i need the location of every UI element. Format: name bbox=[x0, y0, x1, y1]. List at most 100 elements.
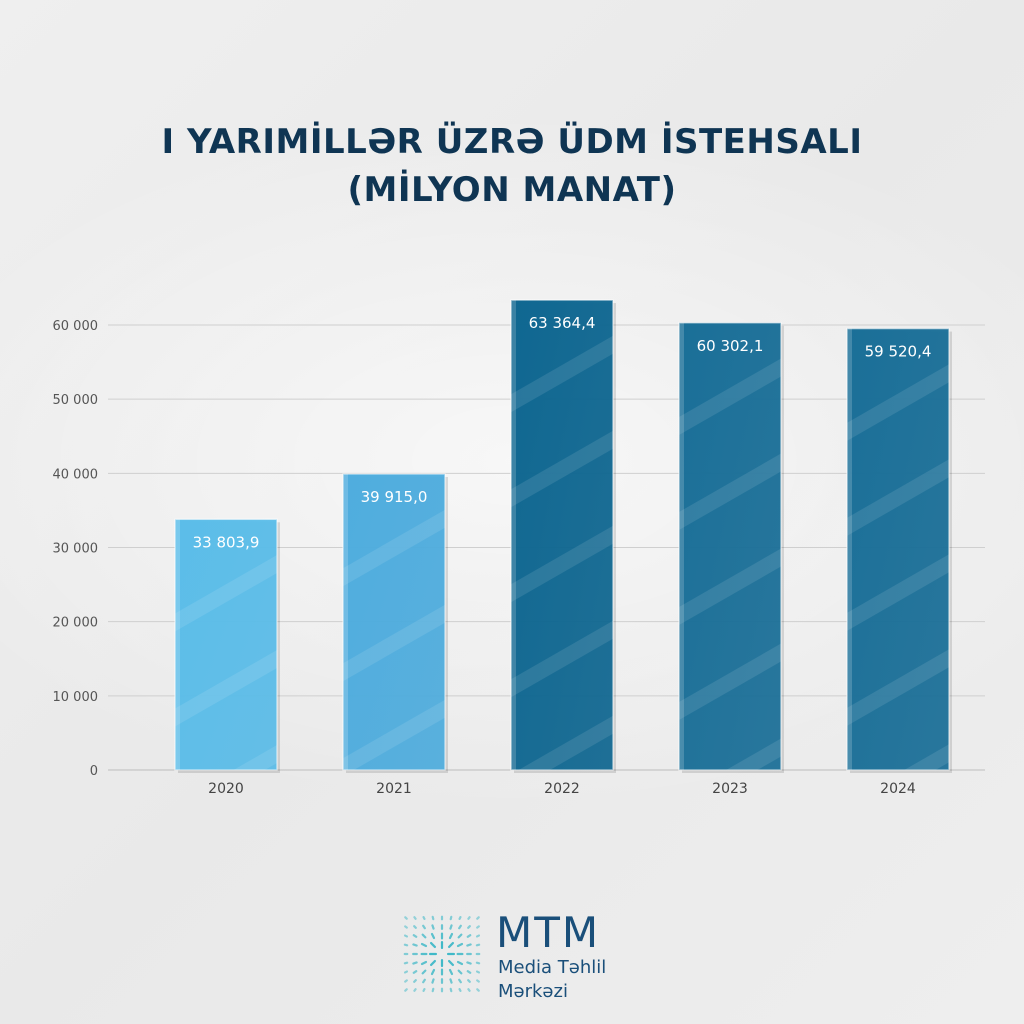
logo-mark-icon bbox=[403, 915, 481, 993]
logo-dash bbox=[457, 933, 463, 939]
logo-dash bbox=[412, 970, 418, 974]
logo-dash bbox=[449, 924, 453, 930]
logo-dash bbox=[458, 924, 462, 930]
data-label: 39 915,0 bbox=[361, 488, 428, 506]
logo-dash bbox=[467, 988, 471, 992]
logo-dash bbox=[421, 969, 427, 975]
logo-dash bbox=[476, 934, 480, 938]
logo-dash bbox=[466, 970, 472, 974]
bar-gloss bbox=[511, 300, 613, 770]
bar-group: 60 302,1 2023 bbox=[678, 322, 784, 797]
logo-dash bbox=[466, 943, 472, 947]
logo-dash bbox=[476, 988, 480, 992]
x-tick-label: 2022 bbox=[544, 781, 580, 797]
logo-dash bbox=[466, 961, 472, 965]
logo-dash bbox=[458, 978, 462, 984]
x-tick-label: 2020 bbox=[208, 781, 244, 797]
logo-dash bbox=[467, 979, 471, 983]
logo-subtitle-line2: Mərkəzi bbox=[498, 981, 568, 1002]
logo-dash bbox=[476, 970, 480, 974]
logo-dash bbox=[412, 961, 418, 965]
bar bbox=[510, 299, 614, 771]
logo-dash bbox=[422, 978, 426, 984]
logo-dash bbox=[457, 969, 463, 975]
logo-dash bbox=[403, 961, 409, 965]
logo-dash bbox=[448, 932, 454, 940]
logo-dash bbox=[404, 988, 408, 992]
data-label: 63 364,4 bbox=[529, 314, 596, 332]
logo-subtitle: Media Təhlil Mərkəzi bbox=[498, 956, 606, 1004]
logo-dash bbox=[447, 959, 455, 967]
logo-dash bbox=[403, 943, 409, 947]
data-label: 59 520,4 bbox=[865, 343, 932, 361]
logo-dash bbox=[475, 943, 481, 947]
bar-group: 33 803,9 2020 bbox=[174, 518, 280, 797]
chart-title-line2: (MİLYON MANAT) bbox=[347, 170, 677, 210]
bar-group: 59 520,4 2024 bbox=[846, 327, 952, 797]
logo-dash bbox=[412, 934, 418, 938]
y-tick-label: 0 bbox=[90, 764, 98, 779]
y-tick-label: 60 000 bbox=[53, 319, 99, 334]
bar-gloss bbox=[679, 322, 781, 770]
logo-dash bbox=[420, 942, 428, 948]
logo-dash bbox=[431, 924, 435, 930]
logo-dash bbox=[420, 960, 428, 966]
bar bbox=[174, 518, 278, 771]
y-tick-label: 20 000 bbox=[53, 616, 99, 631]
bar-group: 63 364,4 2022 bbox=[510, 299, 616, 797]
logo-dash bbox=[476, 925, 480, 929]
bar-gloss bbox=[175, 519, 277, 770]
logo-dash bbox=[458, 988, 462, 992]
logo-dash bbox=[449, 987, 453, 993]
logo-dash bbox=[448, 968, 454, 976]
logo-dash bbox=[466, 934, 472, 938]
bar bbox=[846, 327, 950, 771]
logo-dash bbox=[449, 978, 453, 984]
logo: MTM Media Təhlil Mərkəzi bbox=[402, 908, 642, 1004]
logo-dash bbox=[476, 979, 480, 983]
logo-dash bbox=[429, 941, 437, 949]
chart-title: I YARIMİLLƏR ÜZRƏ ÜDM İSTEHSALI (MİLYON … bbox=[0, 118, 1024, 214]
x-tick-label: 2023 bbox=[712, 781, 748, 797]
logo-dash bbox=[404, 916, 408, 920]
y-tick-label: 40 000 bbox=[53, 467, 99, 482]
logo-dash bbox=[430, 968, 436, 976]
logo-dash bbox=[422, 988, 426, 992]
bar bbox=[342, 473, 446, 771]
y-tick-label: 50 000 bbox=[53, 393, 99, 408]
logo-dash bbox=[413, 925, 417, 929]
logo-dash bbox=[404, 970, 408, 974]
logo-dash bbox=[431, 978, 435, 984]
logo-dash bbox=[431, 915, 435, 921]
logo-dash bbox=[430, 932, 436, 940]
logo-dash bbox=[447, 941, 455, 949]
logo-dash bbox=[476, 916, 480, 920]
data-label: 33 803,9 bbox=[193, 533, 260, 551]
logo-dash bbox=[422, 924, 426, 930]
logo-dash bbox=[467, 916, 471, 920]
logo-dash bbox=[467, 925, 471, 929]
logo-dash bbox=[404, 934, 408, 938]
bar-gloss bbox=[847, 328, 949, 770]
logo-dash bbox=[458, 916, 462, 920]
bar-gloss bbox=[343, 473, 445, 770]
logo-name: MTM bbox=[496, 908, 601, 957]
logo-dash bbox=[449, 915, 453, 921]
logo-dash bbox=[413, 988, 417, 992]
logo-dash bbox=[413, 916, 417, 920]
logo-dash bbox=[412, 943, 418, 947]
logo-dash bbox=[429, 959, 437, 967]
logo-dash bbox=[422, 916, 426, 920]
logo-dash bbox=[421, 933, 427, 939]
logo-dash bbox=[456, 942, 464, 948]
data-label: 60 302,1 bbox=[697, 337, 764, 355]
logo-subtitle-line1: Media Təhlil bbox=[498, 957, 607, 978]
logo-dash bbox=[404, 979, 408, 983]
x-tick-label: 2024 bbox=[880, 781, 916, 797]
y-tick-label: 10 000 bbox=[53, 690, 99, 705]
x-tick-label: 2021 bbox=[376, 781, 412, 797]
bar-group: 39 915,0 2021 bbox=[342, 473, 448, 797]
logo-dash bbox=[431, 987, 435, 993]
y-tick-label: 30 000 bbox=[53, 542, 99, 557]
